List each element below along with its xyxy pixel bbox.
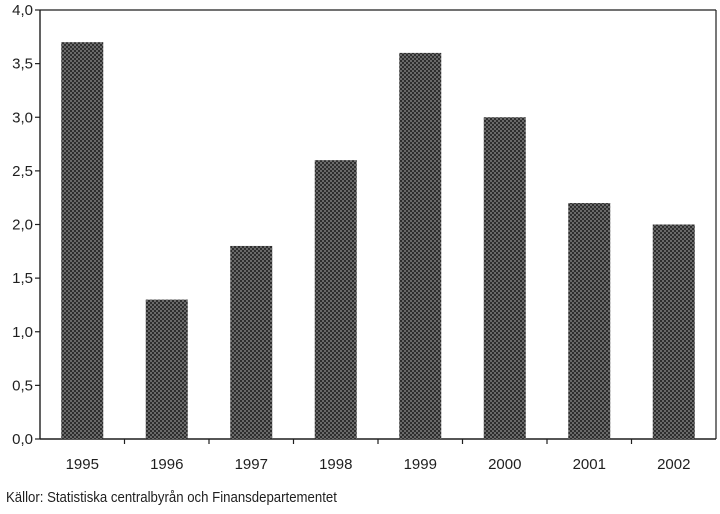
y-tick-label: 1,0 [12, 324, 33, 341]
bar-1995 [61, 42, 104, 440]
x-tick-label-1997: 1997 [235, 456, 268, 473]
bar-1998 [314, 160, 357, 439]
x-tick-label-2000: 2000 [488, 456, 521, 473]
x-tick-label-1999: 1999 [404, 456, 437, 473]
source-note: Källor: Statistiska centralbyrån och Fin… [6, 489, 337, 506]
y-tick-label: 1,5 [12, 270, 33, 287]
y-tick-label: 2,0 [12, 217, 33, 234]
x-tick-label-2001: 2001 [573, 456, 606, 473]
bar-2001 [568, 203, 611, 439]
plot-frame [39, 9, 717, 440]
bar-1999 [399, 52, 442, 440]
y-tick-label: 0,0 [12, 431, 33, 448]
bar-2000 [483, 117, 526, 439]
x-tick-label-1996: 1996 [150, 456, 183, 473]
x-tick-label-1998: 1998 [319, 456, 352, 473]
y-tick-label: 2,5 [12, 163, 33, 180]
x-axis: 1995 1996 1997 1998 1999 2000 2001 2002 [66, 439, 690, 473]
bar-2002 [652, 224, 695, 439]
bars [61, 42, 695, 440]
y-axis: 0,0 0,5 1,0 1,5 2,0 2,5 3,0 3,5 4,0 [12, 2, 40, 448]
bar-1996 [145, 299, 188, 439]
y-tick-label: 3,0 [12, 109, 33, 126]
bar-1997 [230, 245, 273, 439]
x-tick-label-2002: 2002 [657, 456, 690, 473]
y-tick-label: 3,5 [12, 56, 33, 73]
y-tick-label: 0,5 [12, 377, 33, 394]
y-tick-label: 4,0 [12, 2, 33, 19]
x-tick-label-1995: 1995 [66, 456, 99, 473]
